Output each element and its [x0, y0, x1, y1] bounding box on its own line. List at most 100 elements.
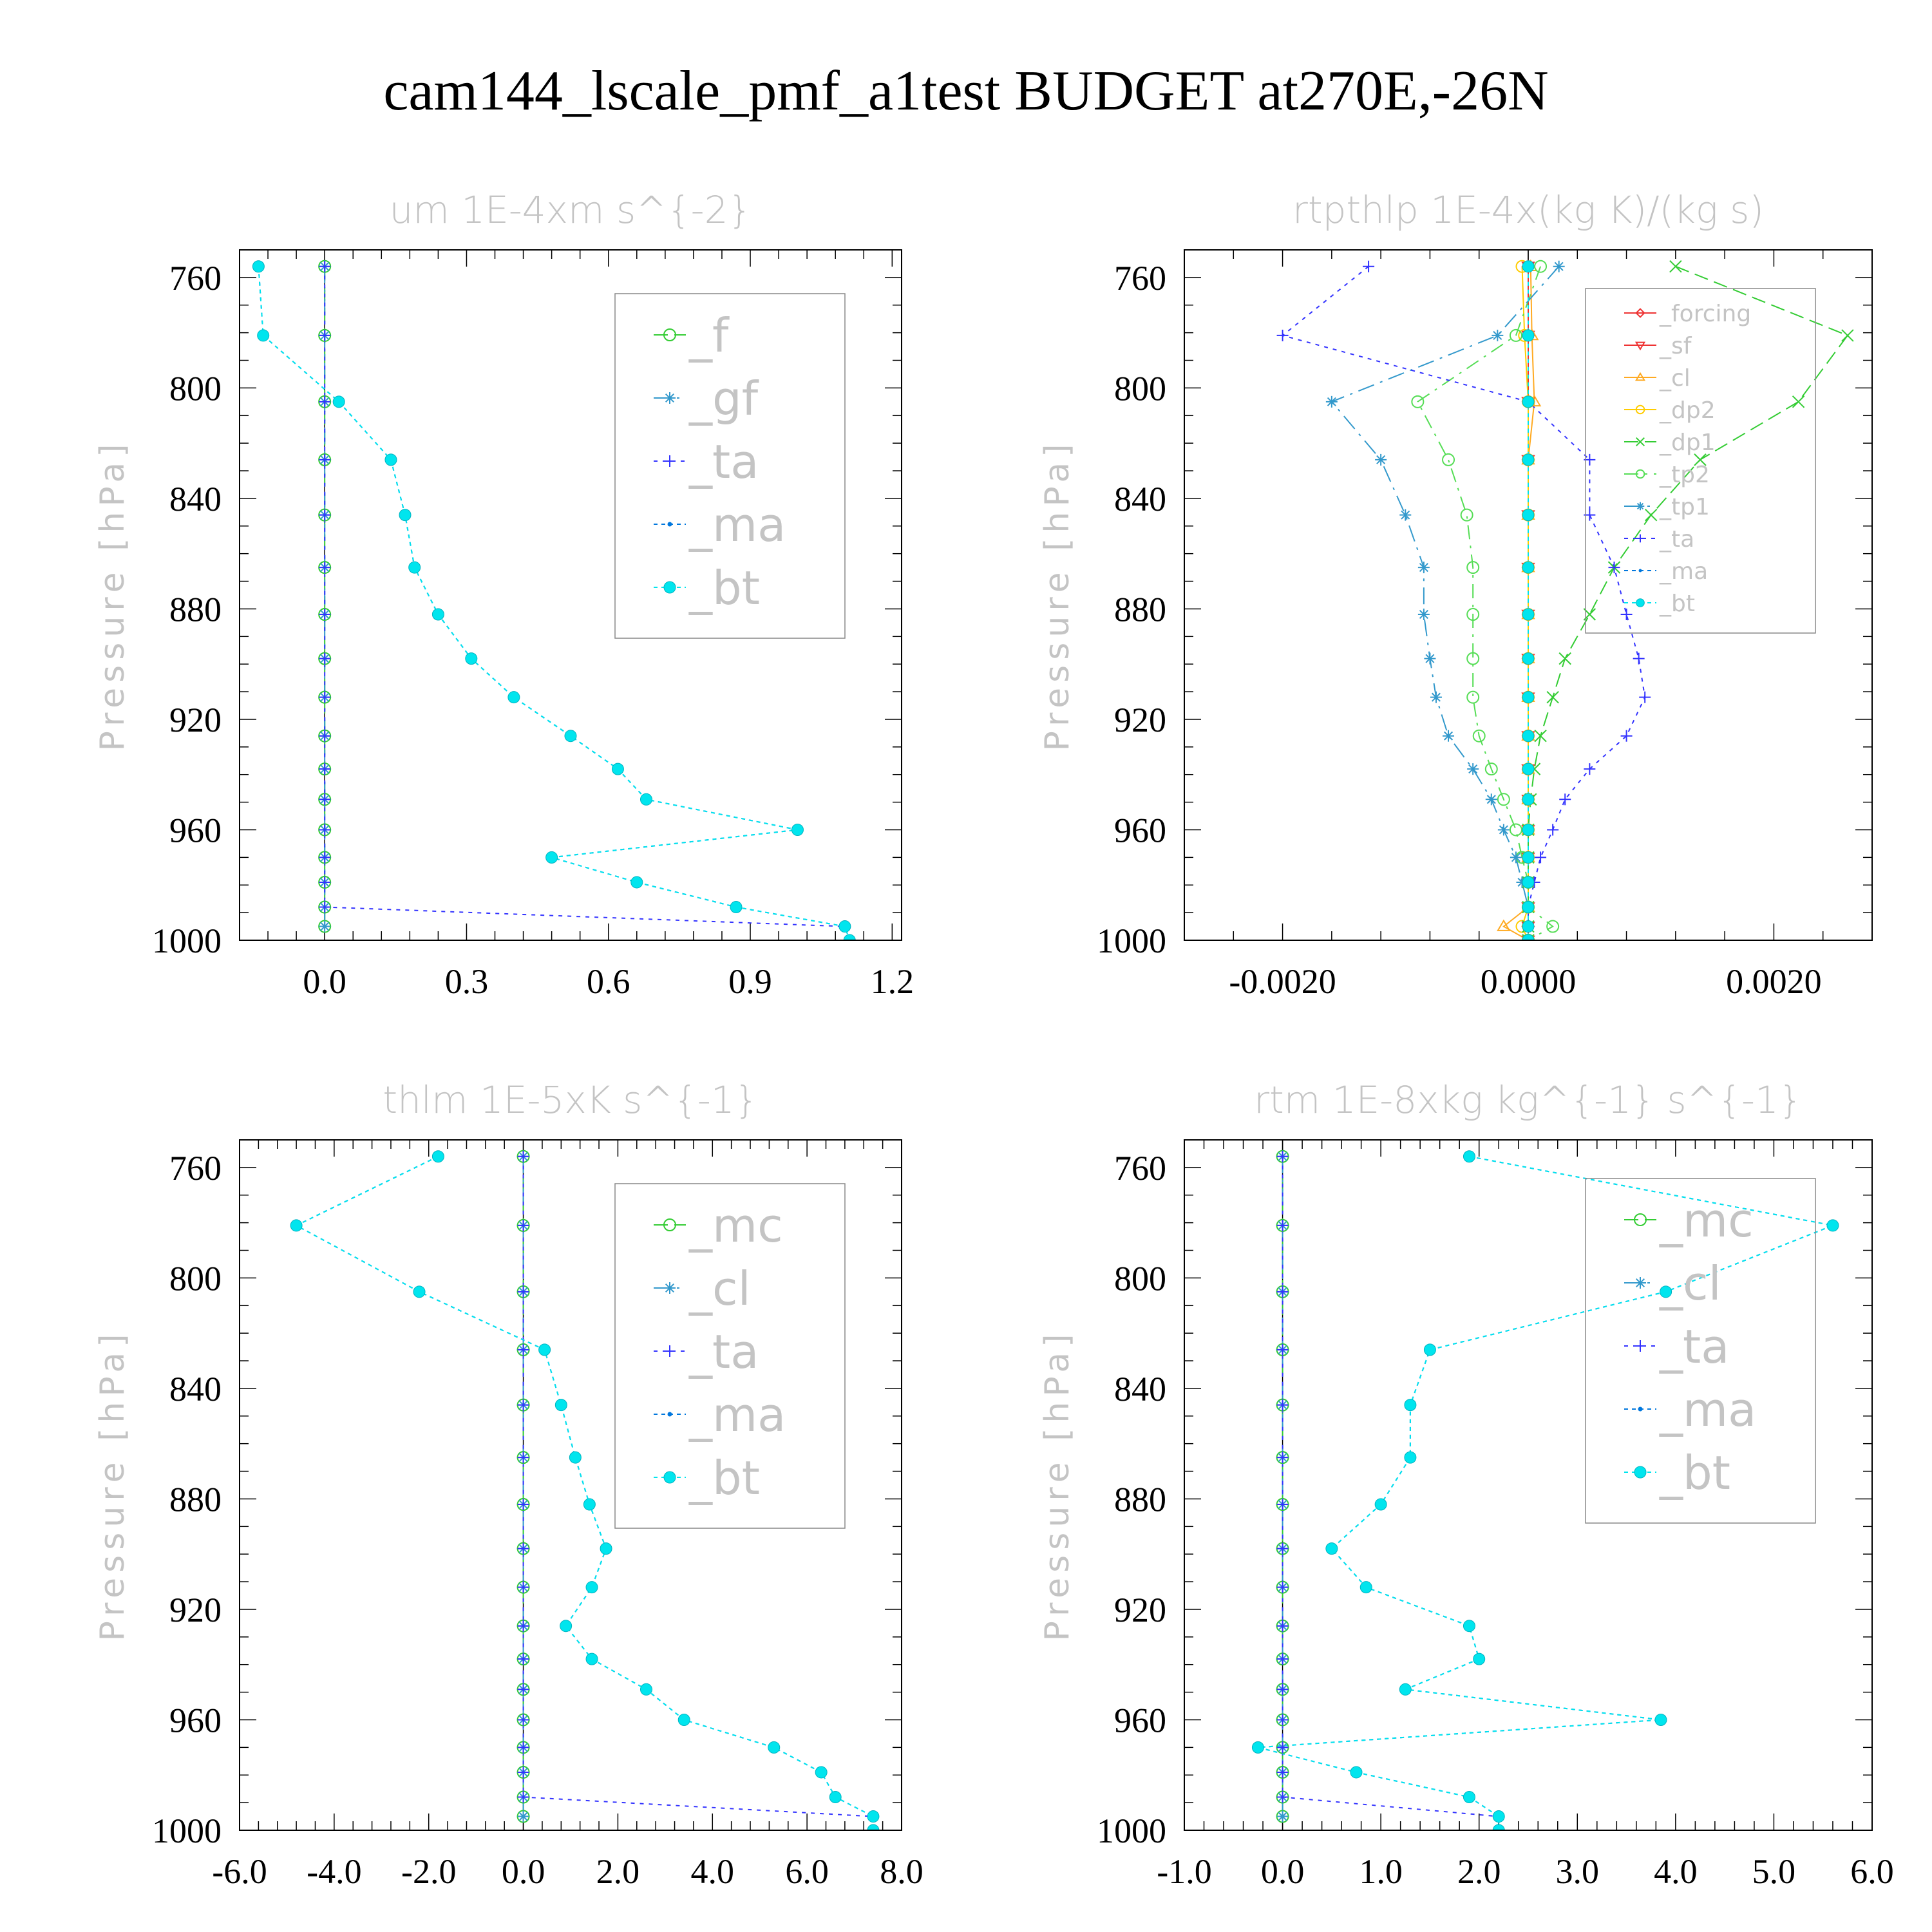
y-tick-label: 800 [1114, 1259, 1166, 1298]
data-point [1460, 508, 1473, 522]
y-tick-label: 840 [169, 1370, 222, 1408]
x-tick-label: 1.0 [1359, 1852, 1403, 1891]
data-point [1276, 1399, 1289, 1411]
data-point [564, 730, 577, 743]
figure-title: cam144_lscale_pmf_a1test BUDGET at270E,-… [383, 60, 1548, 122]
y-tick-label: 800 [169, 1259, 222, 1298]
data-point [319, 920, 331, 933]
y-tick-label: 1000 [1097, 1812, 1166, 1850]
data-point [1276, 1683, 1289, 1696]
data-point [1466, 652, 1480, 665]
data-point [517, 1581, 529, 1593]
y-tick-label: 760 [169, 259, 222, 298]
data-point [1546, 690, 1559, 704]
x-tick-label: 0.9 [728, 962, 772, 1001]
data-point [465, 652, 478, 665]
legend-label: _tp2 [1659, 462, 1710, 488]
data-point [768, 1741, 781, 1754]
data-point [730, 901, 743, 914]
y-axis-label: Pressure [hPa] [93, 1329, 132, 1642]
x-tick-label: -4.0 [307, 1852, 361, 1891]
series-line-ta [324, 266, 845, 927]
legend-label: _bt [688, 1451, 760, 1505]
data-point [319, 824, 331, 836]
data-point [639, 1683, 652, 1696]
legend-label: _cl [1659, 365, 1690, 392]
legend-marker [1638, 1406, 1643, 1412]
y-tick-label: 800 [1114, 369, 1166, 408]
x-tick-label: 2.0 [1457, 1852, 1501, 1891]
data-point [1463, 1620, 1475, 1633]
legend-marker [664, 1282, 676, 1294]
data-point [630, 876, 643, 889]
data-point [1522, 851, 1535, 864]
data-point [1522, 329, 1535, 342]
panel-title: rtpthlp 1E-4x(kg K)/(kg s) [1293, 188, 1764, 232]
plot-frame [1184, 249, 1873, 941]
data-point [815, 1766, 828, 1779]
y-tick-label: 1000 [152, 922, 222, 960]
series-line-bt [294, 1155, 874, 1830]
data-point [517, 1766, 529, 1778]
data-point [1620, 730, 1633, 742]
legend-marker [1636, 534, 1645, 543]
data-point [1251, 1741, 1264, 1754]
legend-label: _cl [688, 1262, 751, 1316]
legend-marker [664, 392, 676, 404]
legend-marker [1636, 502, 1645, 511]
data-point [1417, 562, 1430, 574]
data-point [1522, 920, 1535, 933]
data-point [569, 1451, 582, 1464]
data-point [1443, 730, 1455, 742]
data-point [517, 1399, 529, 1411]
legend: _mc _cl _ta _ma _bt [614, 1183, 846, 1529]
data-point [252, 260, 265, 273]
panel-2: rtpthlp 1E-4x(kg K)/(kg s) Pressure [hPa]… [1038, 188, 1873, 1001]
data-point [413, 1285, 426, 1298]
legend-label: _forcing [1659, 301, 1751, 327]
data-point [1466, 561, 1480, 574]
data-point [319, 793, 331, 806]
data-point [545, 851, 558, 864]
data-point [431, 608, 444, 621]
x-tick-label: 0.3 [445, 962, 489, 1001]
data-point [1424, 652, 1436, 665]
data-point [1522, 762, 1535, 775]
data-point [332, 395, 345, 408]
data-point [1534, 729, 1547, 743]
legend-box [614, 1183, 846, 1529]
data-point [319, 876, 331, 888]
series-line-ta [522, 1156, 873, 1817]
data-point [1466, 690, 1480, 704]
panel-3: thlm 1E-5xK s^{-1} Pressure [hPa] 760 800 84… [93, 1078, 923, 1891]
legend-marker [667, 1412, 672, 1417]
data-point [517, 1343, 529, 1356]
data-point [1276, 1452, 1289, 1464]
y-tick-label: 760 [1114, 1149, 1166, 1188]
legend-label: _bt [1659, 1446, 1730, 1500]
data-point [1423, 1343, 1436, 1356]
legend-marker [663, 328, 676, 341]
y-tick-label: 840 [169, 480, 222, 518]
y-tick-label: 800 [169, 369, 222, 408]
x-tick-label: 5.0 [1752, 1852, 1796, 1891]
y-tick-label: 920 [1114, 701, 1166, 739]
data-point [319, 851, 331, 864]
data-point [1276, 1620, 1289, 1632]
data-point [1325, 1542, 1338, 1555]
legend-box [1585, 1178, 1816, 1524]
data-point [1509, 823, 1522, 837]
data-point [319, 260, 331, 272]
legend-marker [664, 1345, 676, 1357]
data-point [1375, 453, 1387, 466]
data-point [1473, 1653, 1486, 1665]
y-tick-label: 920 [1114, 1591, 1166, 1629]
legend: _f _gf _ta _ma _bt [614, 293, 846, 639]
data-point [1660, 1285, 1672, 1298]
legend-marker [1635, 469, 1645, 479]
data-point [600, 1542, 612, 1555]
legend-label: _sf [1659, 333, 1692, 359]
data-point [517, 1683, 529, 1696]
series-group [1251, 1150, 1839, 1830]
